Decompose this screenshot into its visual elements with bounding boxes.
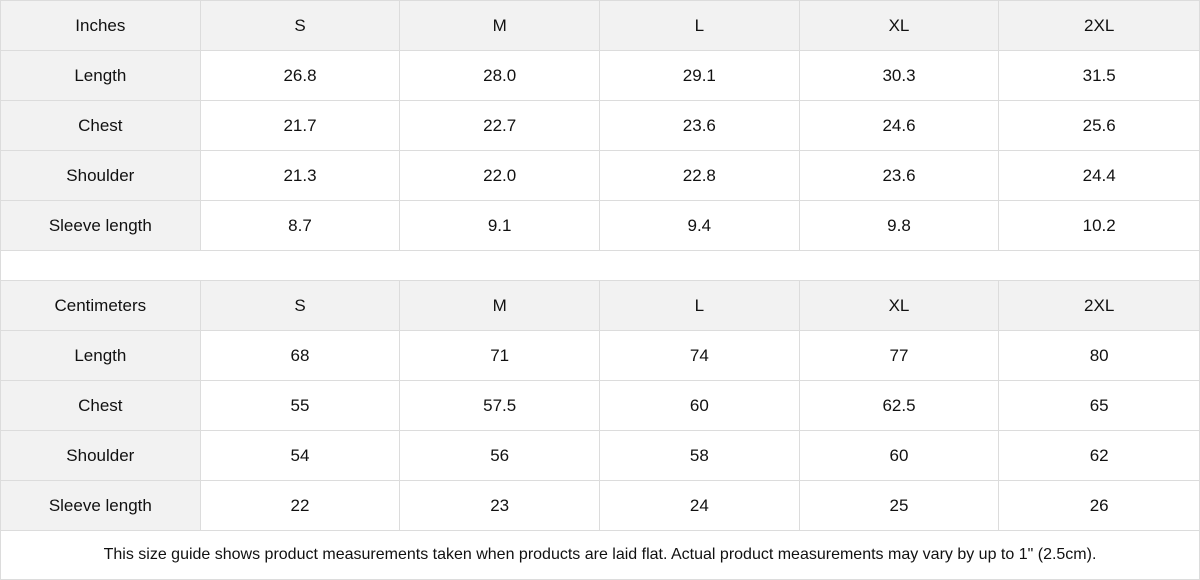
row-label: Sleeve length xyxy=(1,201,201,251)
row-label: Shoulder xyxy=(1,431,201,481)
row-label: Length xyxy=(1,331,201,381)
size-guide-note: This size guide shows product measuremen… xyxy=(103,546,1097,563)
measurement-cell: 25.6 xyxy=(999,101,1199,151)
measurement-cell: 71 xyxy=(400,331,600,381)
row-label: Chest xyxy=(1,381,201,431)
measurement-cell: 23 xyxy=(400,481,600,531)
measurement-cell: 60 xyxy=(799,431,1000,481)
measurement-cell: 22 xyxy=(200,481,401,531)
unit-header: Centimeters xyxy=(1,281,201,331)
measurement-cell: 58 xyxy=(600,431,800,481)
measurement-cell: 26 xyxy=(999,481,1199,531)
measurement-cell: 24 xyxy=(600,481,800,531)
row-label: Sleeve length xyxy=(1,481,201,531)
size-header: L xyxy=(600,281,800,331)
measurement-cell: 77 xyxy=(799,331,1000,381)
measurement-cell: 22.8 xyxy=(600,151,800,201)
centimeters-table: Centimeters S M L XL 2XL Length 68 71 74 77 80 Chest… xyxy=(1,281,1199,531)
measurement-cell: 80 xyxy=(999,331,1199,381)
measurement-cell: 9.8 xyxy=(799,201,1000,251)
size-header: M xyxy=(400,1,600,51)
size-header: M xyxy=(400,281,600,331)
measurement-cell: 28.0 xyxy=(400,51,600,101)
unit-header: Inches xyxy=(1,1,201,51)
measurement-cell: 21.3 xyxy=(200,151,401,201)
table-spacer xyxy=(1,251,1199,281)
measurement-cell: 24.6 xyxy=(799,101,1000,151)
measurement-cell: 22.0 xyxy=(400,151,600,201)
measurement-cell: 21.7 xyxy=(200,101,401,151)
size-header: S xyxy=(200,281,401,331)
measurement-cell: 23.6 xyxy=(600,101,800,151)
measurement-cell: 57.5 xyxy=(400,381,600,431)
size-header: S xyxy=(200,1,401,51)
size-header: XL xyxy=(799,1,1000,51)
size-header: 2XL xyxy=(999,1,1199,51)
measurement-cell: 68 xyxy=(200,331,401,381)
measurement-cell: 54 xyxy=(200,431,401,481)
measurement-cell: 25 xyxy=(799,481,1000,531)
measurement-cell: 29.1 xyxy=(600,51,800,101)
measurement-cell: 62.5 xyxy=(799,381,1000,431)
measurement-cell: 55 xyxy=(200,381,401,431)
row-label: Length xyxy=(1,51,201,101)
size-header: 2XL xyxy=(999,281,1199,331)
measurement-cell: 65 xyxy=(999,381,1199,431)
measurement-cell: 26.8 xyxy=(200,51,401,101)
measurement-cell: 9.1 xyxy=(400,201,600,251)
row-label: Shoulder xyxy=(1,151,201,201)
row-label: Chest xyxy=(1,101,201,151)
inches-table: Inches S M L XL 2XL Length 26.8 28.0 29.1 30.3 31.5… xyxy=(1,1,1199,251)
size-header: XL xyxy=(799,281,1000,331)
measurement-cell: 23.6 xyxy=(799,151,1000,201)
measurement-cell: 56 xyxy=(400,431,600,481)
measurement-cell: 74 xyxy=(600,331,800,381)
measurement-cell: 24.4 xyxy=(999,151,1199,201)
measurement-cell: 9.4 xyxy=(600,201,800,251)
measurement-cell: 30.3 xyxy=(799,51,1000,101)
measurement-cell: 10.2 xyxy=(999,201,1199,251)
measurement-cell: 8.7 xyxy=(200,201,401,251)
size-header: L xyxy=(600,1,800,51)
measurement-cell: 60 xyxy=(600,381,800,431)
measurement-cell: 31.5 xyxy=(999,51,1199,101)
measurement-cell: 62 xyxy=(999,431,1199,481)
measurement-cell: 22.7 xyxy=(400,101,600,151)
